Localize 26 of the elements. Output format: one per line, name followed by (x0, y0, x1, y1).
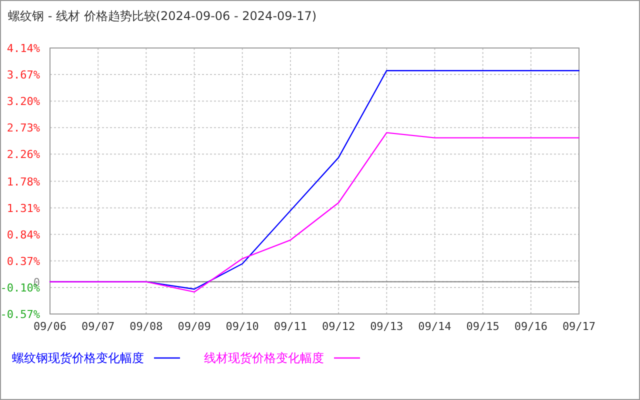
x-tick-label: 09/08 (130, 320, 163, 333)
x-tick-label: 09/11 (274, 320, 308, 333)
x-tick-label: 09/15 (466, 320, 500, 333)
chart-title: 螺纹钢 - 线材 价格趋势比较(2024-09-06 - 2024-09-17) (8, 9, 317, 23)
legend-label: 线材现货价格变化幅度 (204, 351, 324, 365)
y-tick-label: 1.31% (6, 202, 40, 215)
x-tick-label: 09/14 (418, 320, 452, 333)
y-tick-label: 1.78% (6, 175, 40, 188)
x-tick-label: 09/10 (226, 320, 259, 333)
y-tick-label: 0.84% (6, 228, 40, 242)
x-tick-label: 09/16 (514, 320, 548, 333)
legend-label: 螺纹钢现货价格变化幅度 (12, 351, 144, 365)
x-tick-label: 09/17 (562, 320, 596, 333)
x-tick-label: 09/07 (82, 320, 115, 333)
y-tick-label: 3.20% (6, 95, 40, 108)
x-tick-label: 09/12 (322, 320, 356, 333)
y-tick-label: -0.57% (0, 308, 40, 321)
y-tick-label: 4.14% (6, 42, 40, 55)
x-tick-label: 09/06 (33, 320, 67, 333)
y-tick-label: 2.73% (6, 122, 40, 135)
y-tick-label: 2.26% (6, 148, 40, 162)
line-series (49, 132, 580, 293)
x-tick-label: 09/13 (370, 320, 404, 333)
y-tick-label: 0.37% (6, 254, 40, 268)
x-tick-label: 09/09 (178, 320, 211, 333)
y-tick-label: 3.67% (6, 68, 40, 82)
